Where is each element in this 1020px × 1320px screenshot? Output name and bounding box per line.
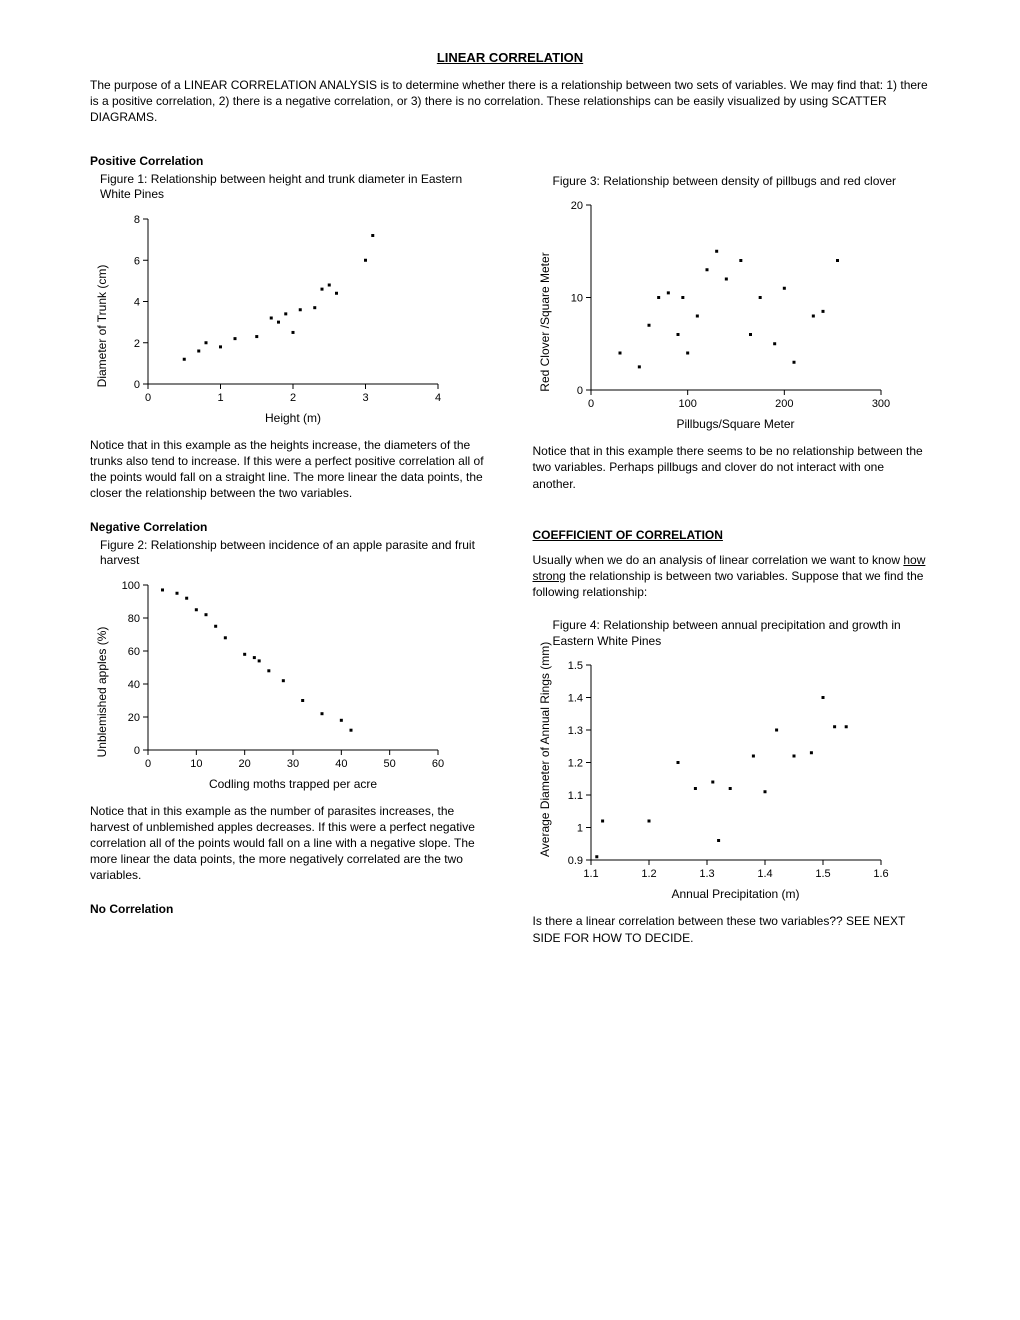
- svg-text:50: 50: [384, 758, 396, 770]
- right-column: Figure 3: Relationship between density o…: [533, 154, 931, 964]
- coef-text-post: the relationship is between two variable…: [533, 569, 924, 599]
- svg-text:1.1: 1.1: [583, 868, 598, 880]
- figure-1-title: Figure 1: Relationship between height an…: [100, 172, 488, 203]
- svg-text:1.2: 1.2: [567, 758, 582, 770]
- coef-text-u1: how: [903, 553, 925, 567]
- svg-text:2: 2: [134, 338, 140, 350]
- svg-text:1.6: 1.6: [873, 868, 888, 880]
- svg-text:20: 20: [570, 200, 582, 212]
- figure-4-chart: Average Diameter of Annual Rings (mm) 1.…: [551, 655, 891, 905]
- figure-3-ylabel: Red Clover /Square Meter: [538, 252, 552, 391]
- negative-correlation-heading: Negative Correlation: [90, 520, 488, 534]
- svg-text:1.3: 1.3: [567, 725, 582, 737]
- svg-text:3: 3: [362, 392, 368, 404]
- no-correlation-heading: No Correlation: [90, 902, 488, 916]
- figure-2-xlabel: Codling moths trapped per acre: [108, 777, 448, 791]
- svg-text:10: 10: [190, 758, 202, 770]
- coef-text-u2: strong: [533, 569, 566, 583]
- svg-text:300: 300: [871, 398, 889, 410]
- figure-4-title: Figure 4: Relationship between annual pr…: [553, 618, 931, 649]
- svg-text:100: 100: [678, 398, 696, 410]
- figure-1-xlabel: Height (m): [108, 411, 448, 425]
- coef-text-pre: Usually when we do an analysis of linear…: [533, 553, 904, 567]
- positive-correlation-text: Notice that in this example as the heigh…: [90, 437, 488, 502]
- intro-text: The purpose of a LINEAR CORRELATION ANAL…: [90, 77, 930, 126]
- svg-text:1.5: 1.5: [567, 660, 582, 672]
- svg-text:6: 6: [134, 255, 140, 267]
- coefficient-heading: COEFFICIENT OF CORRELATION: [533, 528, 931, 542]
- svg-text:2: 2: [290, 392, 296, 404]
- positive-correlation-heading: Positive Correlation: [90, 154, 488, 168]
- figure-3-xlabel: Pillbugs/Square Meter: [551, 417, 891, 431]
- svg-text:0: 0: [145, 758, 151, 770]
- svg-text:40: 40: [335, 758, 347, 770]
- svg-text:1: 1: [576, 823, 582, 835]
- svg-text:200: 200: [775, 398, 793, 410]
- svg-text:100: 100: [122, 580, 140, 592]
- svg-text:1: 1: [217, 392, 223, 404]
- negative-correlation-text: Notice that in this example as the numbe…: [90, 803, 488, 884]
- svg-text:60: 60: [432, 758, 444, 770]
- figure-4-text: Is there a linear correlation between th…: [533, 913, 931, 945]
- svg-text:80: 80: [128, 613, 140, 625]
- figure-1-chart: Diameter of Trunk (cm) 0123402468 Height…: [108, 209, 448, 429]
- figure-2-chart: Unblemished apples (%) 01020304050600204…: [108, 575, 448, 795]
- svg-text:0: 0: [576, 385, 582, 397]
- svg-text:0: 0: [134, 379, 140, 391]
- svg-text:0: 0: [134, 745, 140, 757]
- figure-2-title: Figure 2: Relationship between incidence…: [100, 538, 488, 569]
- figure-2-ylabel: Unblemished apples (%): [95, 626, 109, 757]
- svg-text:1.4: 1.4: [757, 868, 772, 880]
- svg-text:4: 4: [134, 296, 140, 308]
- svg-text:0: 0: [587, 398, 593, 410]
- figure-3-text: Notice that in this example there seems …: [533, 443, 931, 492]
- svg-text:40: 40: [128, 679, 140, 691]
- svg-text:0: 0: [145, 392, 151, 404]
- svg-text:0.9: 0.9: [567, 855, 582, 867]
- page-title: LINEAR CORRELATION: [90, 50, 930, 65]
- figure-4-ylabel: Average Diameter of Annual Rings (mm): [538, 717, 552, 857]
- figure-1-ylabel: Diameter of Trunk (cm): [95, 264, 109, 387]
- svg-text:4: 4: [435, 392, 441, 404]
- svg-text:1.5: 1.5: [815, 868, 830, 880]
- svg-text:1.1: 1.1: [567, 790, 582, 802]
- svg-text:20: 20: [128, 712, 140, 724]
- svg-text:1.2: 1.2: [641, 868, 656, 880]
- left-column: Positive Correlation Figure 1: Relations…: [90, 154, 488, 964]
- coefficient-text: Usually when we do an analysis of linear…: [533, 552, 931, 601]
- svg-text:8: 8: [134, 214, 140, 226]
- svg-text:1.4: 1.4: [567, 693, 582, 705]
- figure-4-xlabel: Annual Precipitation (m): [551, 887, 891, 901]
- figure-3-title: Figure 3: Relationship between density o…: [553, 174, 931, 190]
- svg-text:20: 20: [239, 758, 251, 770]
- two-column-layout: Positive Correlation Figure 1: Relations…: [90, 154, 930, 964]
- svg-text:10: 10: [570, 293, 582, 305]
- svg-text:30: 30: [287, 758, 299, 770]
- svg-text:60: 60: [128, 646, 140, 658]
- figure-3-chart: Red Clover /Square Meter 010020030001020…: [551, 195, 891, 435]
- svg-text:1.3: 1.3: [699, 868, 714, 880]
